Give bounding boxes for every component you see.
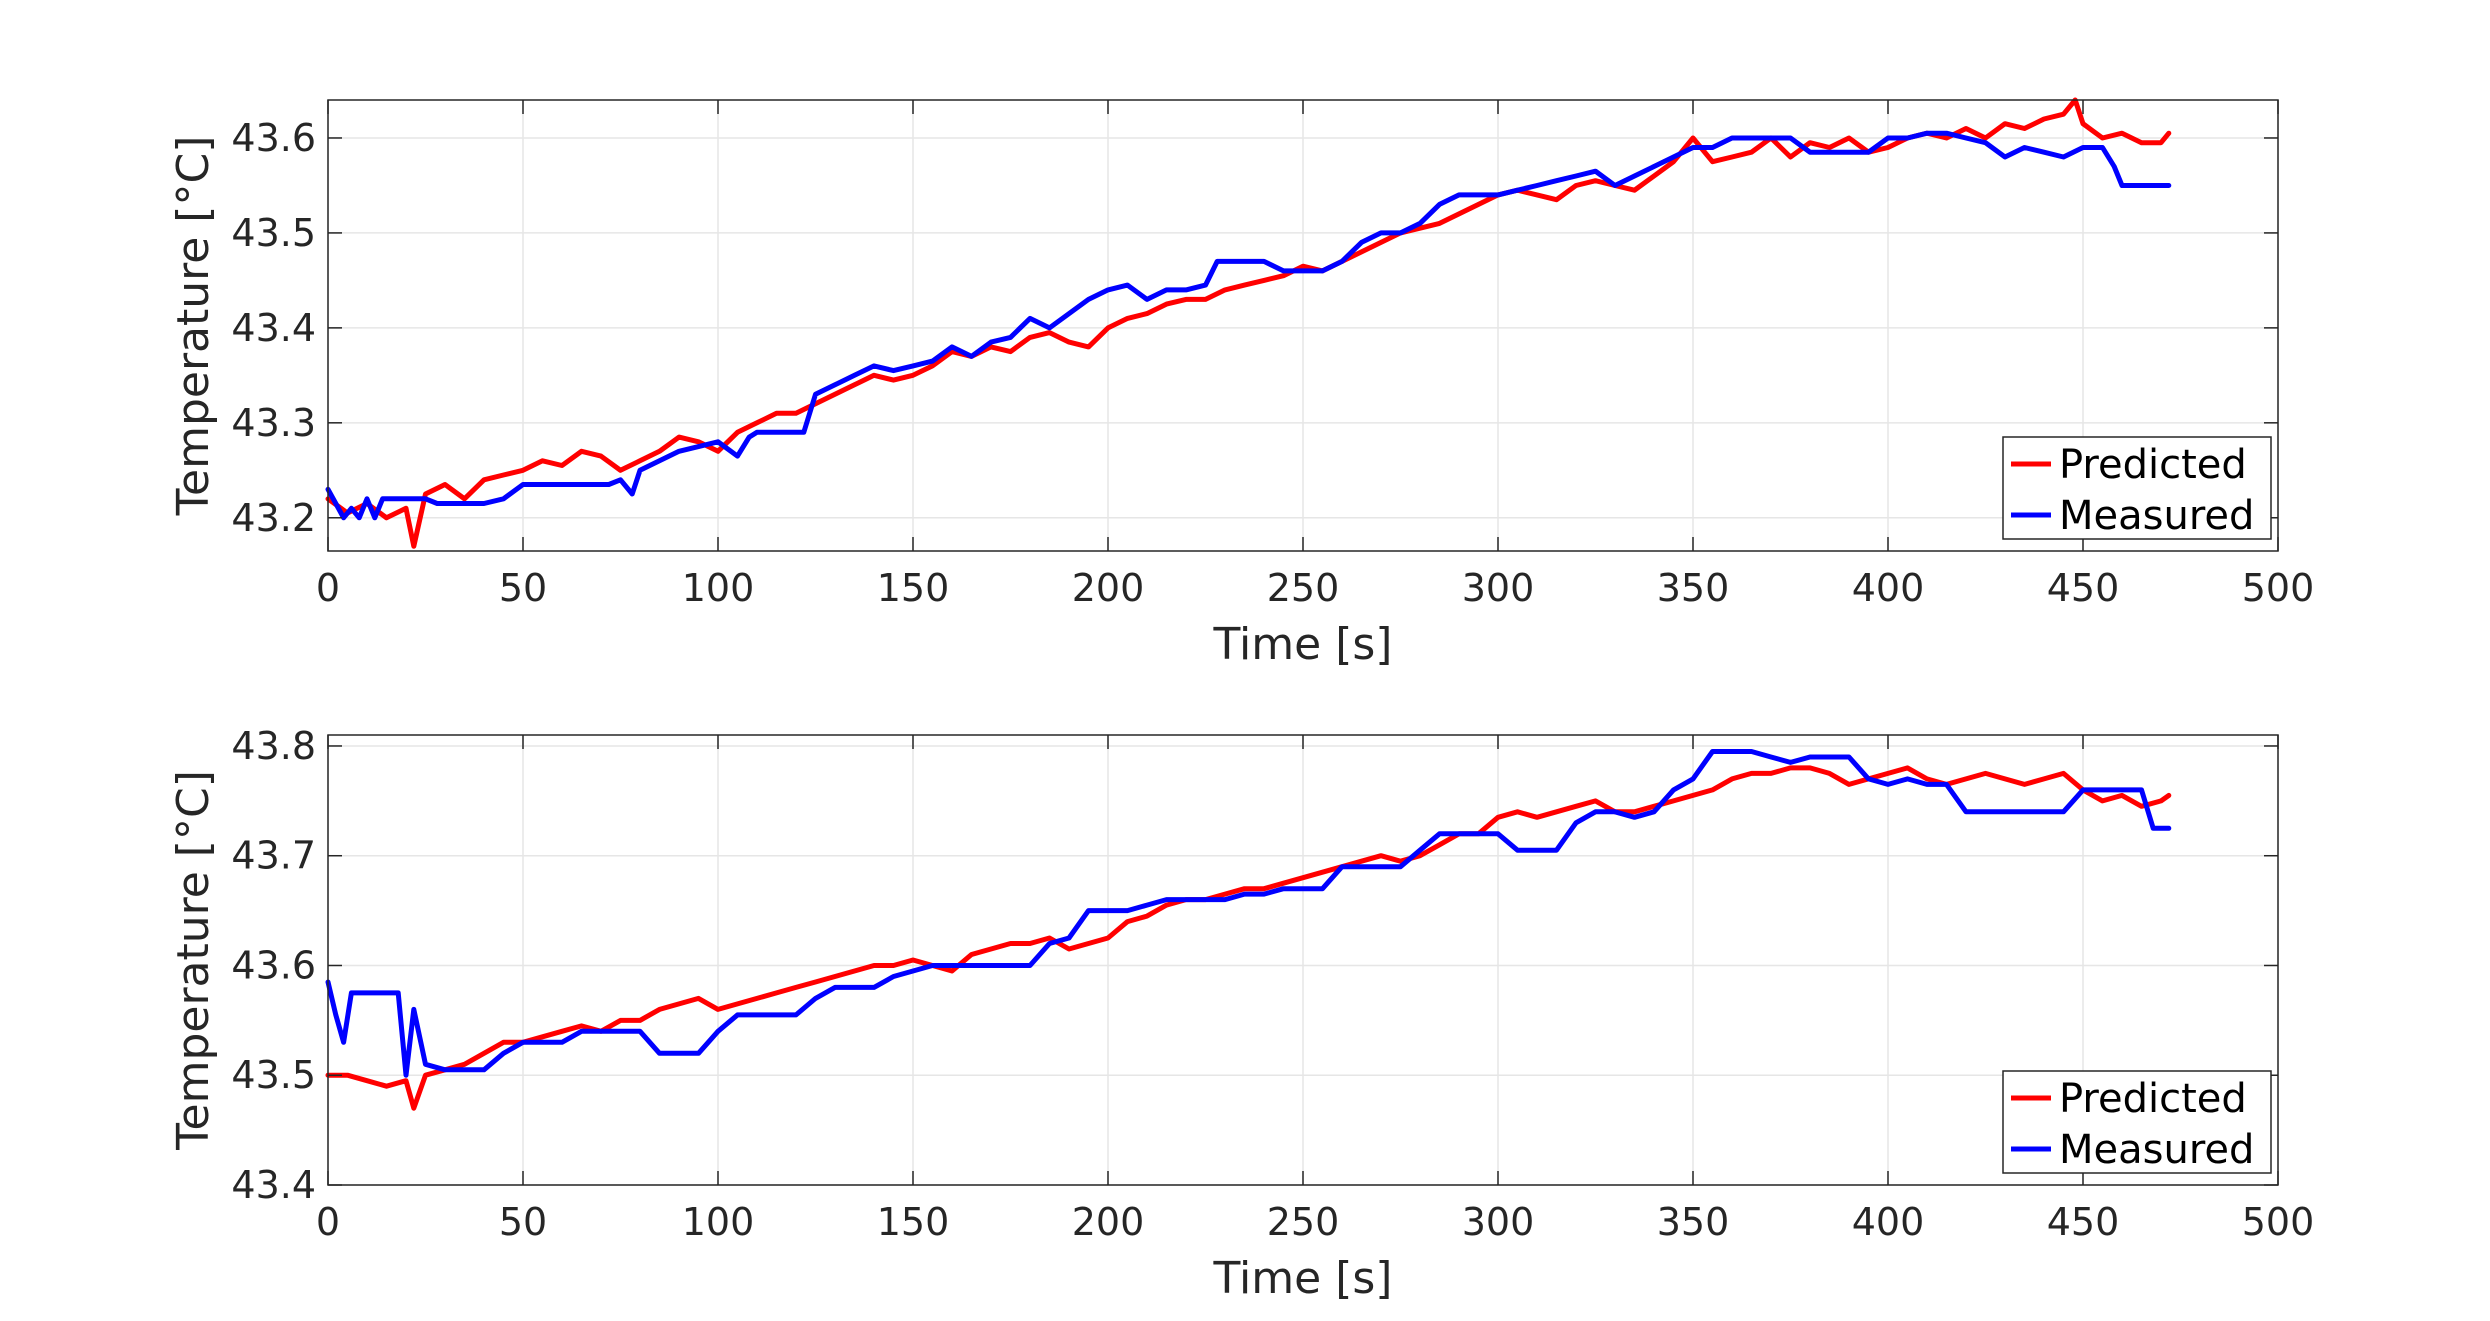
x-tick-label: 450: [2047, 1200, 2120, 1244]
x-tick-label: 100: [682, 566, 755, 610]
x-axis-label: Time [s]: [1213, 619, 1393, 670]
legend-box: [2002, 436, 2272, 540]
series-line-measured: [325, 130, 2172, 521]
x-tick-label: 400: [1852, 1200, 1925, 1244]
x-tick-label: 100: [682, 1200, 755, 1244]
y-tick-label: 43.6: [231, 943, 316, 987]
legend: Predicted Measured: [2002, 1070, 2272, 1174]
series-line-predicted: [325, 97, 2172, 549]
x-tick-label: 300: [1462, 566, 1535, 610]
bottom-chart: 0 50 100 150 200 250 300 350 400 450 500 43.4 43.5 43…: [168, 724, 2314, 1304]
y-tick-label: 43.2: [231, 496, 316, 540]
x-tick-label: 50: [499, 566, 547, 610]
x-tick-label: 200: [1072, 1200, 1145, 1244]
x-axis-label: Time [s]: [1213, 1253, 1393, 1304]
legend-label-measured: Measured: [2059, 493, 2254, 539]
y-tick-label: 43.8: [231, 724, 316, 768]
x-tick-label: 350: [1657, 566, 1730, 610]
x-tick-label: 150: [877, 566, 950, 610]
legend-label-predicted: Predicted: [2059, 442, 2247, 488]
legend: Predicted Measured: [2002, 436, 2272, 540]
y-tick-label: 43.4: [231, 306, 316, 350]
legend-box: [2002, 1070, 2272, 1174]
x-tick-label: 500: [2242, 1200, 2315, 1244]
x-tick-label: 450: [2047, 566, 2120, 610]
y-tick-label: 43.6: [231, 116, 316, 160]
y-tick-label: 43.3: [231, 401, 316, 445]
y-tick-label: 43.4: [231, 1163, 316, 1207]
top-chart: 0 50 100 150 200 250 300 350 400 450 500 43.2 43.3 43…: [168, 97, 2315, 670]
y-tick-label: 43.5: [231, 1053, 316, 1097]
x-tick-label: 0: [316, 566, 340, 610]
x-tick-label: 500: [2242, 566, 2315, 610]
y-tick-label: 43.5: [231, 211, 316, 255]
series-line-measured: [325, 749, 2172, 1078]
x-tick-label: 50: [499, 1200, 547, 1244]
x-tick-label: 300: [1462, 1200, 1535, 1244]
x-tick-label: 400: [1852, 566, 1925, 610]
y-tick-label: 43.7: [231, 834, 316, 878]
x-tick-label: 200: [1072, 566, 1145, 610]
y-axis-label: Temperature [°C]: [168, 770, 219, 1151]
x-tick-label: 250: [1267, 566, 1340, 610]
x-tick-label: 250: [1267, 1200, 1340, 1244]
y-axis-label: Temperature [°C]: [168, 136, 219, 517]
x-tick-label: 0: [316, 1200, 340, 1244]
legend-label-measured: Measured: [2059, 1127, 2254, 1173]
x-tick-label: 350: [1657, 1200, 1730, 1244]
legend-label-predicted: Predicted: [2059, 1076, 2247, 1122]
x-tick-label: 150: [877, 1200, 950, 1244]
